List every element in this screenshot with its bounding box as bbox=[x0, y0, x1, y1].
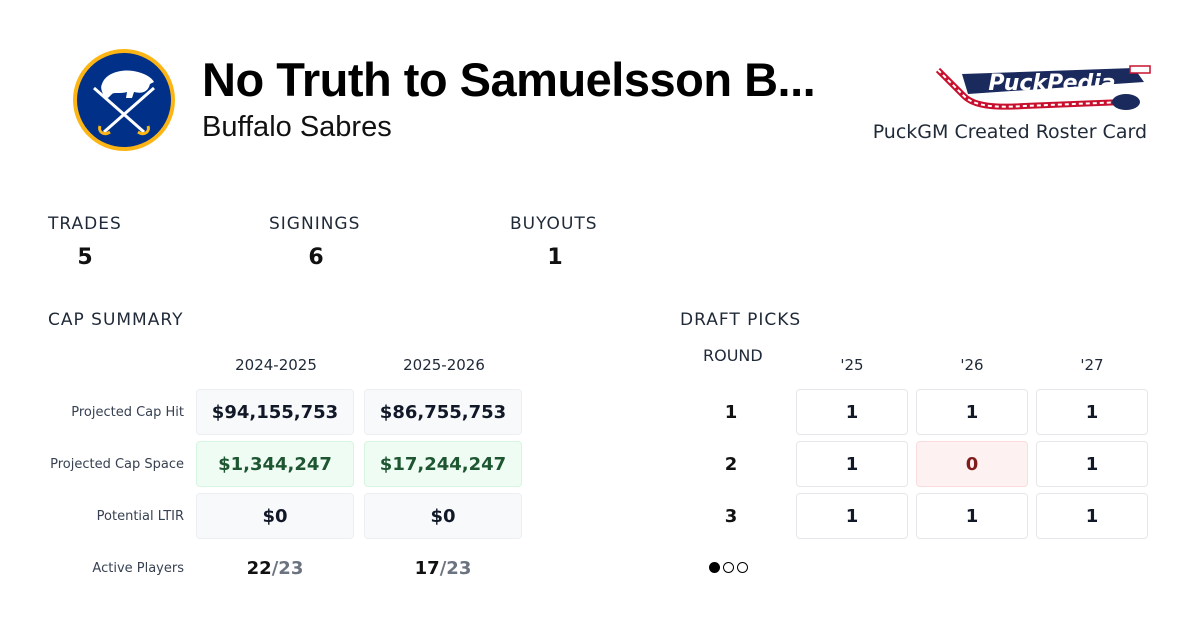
pagination-dot-icon[interactable] bbox=[737, 562, 748, 573]
pick-cell: 1 bbox=[796, 493, 908, 539]
row-label-ltir: Potential LTIR bbox=[96, 509, 184, 524]
pick-cell: 1 bbox=[796, 389, 908, 435]
stat-label-signings: SIGNINGS bbox=[269, 214, 361, 234]
active-players-value: 17/23 bbox=[414, 558, 472, 579]
round-label: 3 bbox=[724, 506, 738, 527]
row-label-active-players: Active Players bbox=[92, 561, 184, 576]
round-label: 2 bbox=[724, 454, 738, 475]
stat-value-buyouts: 1 bbox=[547, 245, 563, 270]
stat-value-signings: 6 bbox=[308, 245, 324, 270]
page-title: No Truth to Samuelsson B... bbox=[202, 53, 816, 106]
year-header: '25 bbox=[840, 356, 864, 374]
pick-cell: 1 bbox=[916, 389, 1028, 435]
cap-hit-value: $86,755,753 bbox=[364, 389, 522, 435]
active-players-value: 22/23 bbox=[246, 558, 304, 579]
stat-label-buyouts: BUYOUTS bbox=[510, 214, 598, 234]
team-name: Buffalo Sabres bbox=[202, 111, 392, 143]
season-header: 2025-2026 bbox=[403, 356, 485, 374]
svg-text:PuckPedia: PuckPedia bbox=[988, 71, 1115, 96]
cap-space-value: $1,344,247 bbox=[196, 441, 354, 487]
puckpedia-logo: PuckPedia bbox=[934, 56, 1152, 116]
pagination-dots bbox=[709, 562, 748, 573]
cap-space-value: $17,244,247 bbox=[364, 441, 522, 487]
pagination-dot-icon[interactable] bbox=[723, 562, 734, 573]
ltir-value: $0 bbox=[196, 493, 354, 539]
draft-picks-title: DRAFT PICKS bbox=[680, 310, 802, 330]
season-header: 2024-2025 bbox=[235, 356, 317, 374]
stat-label-trades: TRADES bbox=[48, 214, 122, 234]
round-header: ROUND bbox=[703, 346, 763, 365]
row-label-cap-space: Projected Cap Space bbox=[50, 457, 184, 472]
pick-cell: 1 bbox=[796, 441, 908, 487]
pick-cell: 1 bbox=[1036, 441, 1148, 487]
pick-cell: 1 bbox=[1036, 493, 1148, 539]
cap-summary-title: CAP SUMMARY bbox=[48, 310, 184, 330]
stat-value-trades: 5 bbox=[77, 245, 93, 270]
pick-cell-missing: 0 bbox=[916, 441, 1028, 487]
pagination-dot-active-icon[interactable] bbox=[709, 562, 720, 573]
roster-card-caption: PuckGM Created Roster Card bbox=[872, 121, 1147, 143]
cap-hit-value: $94,155,753 bbox=[196, 389, 354, 435]
team-logo bbox=[72, 48, 176, 152]
pick-cell: 1 bbox=[916, 493, 1028, 539]
year-header: '26 bbox=[960, 356, 984, 374]
row-label-cap-hit: Projected Cap Hit bbox=[71, 405, 184, 420]
round-label: 1 bbox=[724, 402, 738, 423]
pick-cell: 1 bbox=[1036, 389, 1148, 435]
ltir-value: $0 bbox=[364, 493, 522, 539]
year-header: '27 bbox=[1080, 356, 1104, 374]
